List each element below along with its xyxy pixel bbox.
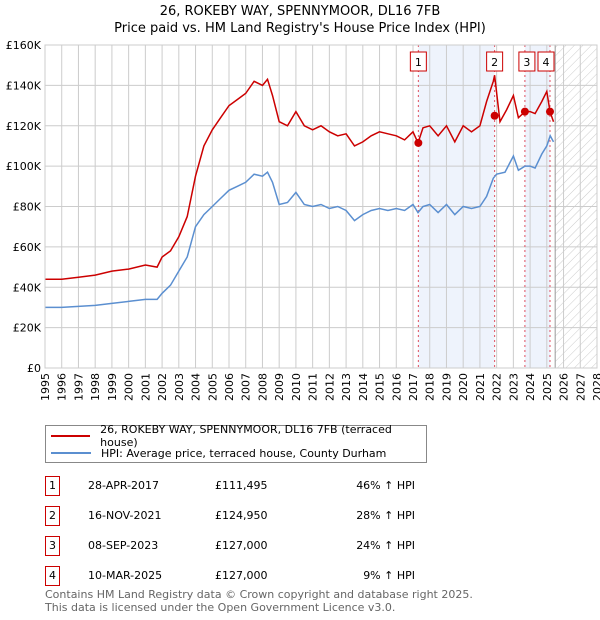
- x-tick-label: 2000: [123, 373, 136, 401]
- sale-label-box: [518, 51, 536, 72]
- sale-number: 1: [45, 476, 60, 496]
- sale-date: 08-SEP-2023: [88, 539, 159, 552]
- x-tick-label: 2028: [591, 373, 600, 401]
- sale-hpi-diff: 9% ↑ HPI: [363, 569, 415, 582]
- sale-label-box: [486, 51, 504, 72]
- x-tick-label: 2018: [424, 373, 437, 401]
- x-tick-label: 2002: [156, 373, 169, 401]
- chart-subtitle: Price paid vs. HM Land Registry's House …: [114, 21, 486, 36]
- sale-number: 4: [45, 566, 60, 586]
- y-tick-label: £0: [27, 362, 41, 375]
- x-tick-label: 2004: [190, 373, 203, 401]
- legend-label: 26, ROKEBY WAY, SPENNYMOOR, DL16 7FB (te…: [100, 423, 392, 449]
- blue-line-swatch: [51, 452, 91, 454]
- x-tick-label: 1998: [89, 373, 102, 401]
- sale-point: [545, 107, 554, 116]
- sale-price: £127,000: [215, 539, 268, 552]
- x-tick-label: 2019: [440, 373, 453, 401]
- sale-number: 3: [45, 536, 60, 556]
- sale-label: 3: [523, 56, 530, 69]
- sale-number: 2: [45, 506, 60, 526]
- sale-label: 4: [542, 56, 549, 69]
- y-tick-label: £140K: [6, 79, 42, 92]
- x-tick-label: 2011: [307, 373, 320, 401]
- sale-label: 1: [415, 56, 422, 69]
- x-tick-label: 2010: [290, 373, 303, 401]
- sale-row: 2 16-NOV-2021 £124,950 28% ↑ HPI: [45, 506, 465, 526]
- x-tick-label: 2022: [491, 373, 504, 401]
- sale-hpi-diff: 24% ↑ HPI: [356, 539, 415, 552]
- sale-row: 3 08-SEP-2023 £127,000 24% ↑ HPI: [45, 536, 465, 556]
- plot-frame: [44, 44, 598, 369]
- sale-point: [414, 138, 423, 147]
- x-tick-label: 2005: [206, 373, 219, 401]
- sale-date: 16-NOV-2021: [88, 509, 162, 522]
- x-tick-label: 1997: [72, 373, 85, 401]
- y-tick-label: £60K: [13, 241, 42, 254]
- sale-date: 10-MAR-2025: [88, 569, 163, 582]
- x-tick-label: 2017: [407, 373, 420, 401]
- sale-date: 28-APR-2017: [88, 479, 160, 492]
- x-tick-label: 1995: [39, 373, 52, 401]
- red-line-swatch: [51, 435, 91, 437]
- price-chart: 1995 1996 1997 1998 1999 2000 2001 2002 2003 2004…: [6, 39, 600, 401]
- x-tick-label: 2006: [223, 373, 236, 401]
- x-tick-label: 2008: [256, 373, 269, 401]
- x-tick-label: 2001: [139, 373, 152, 401]
- x-tick-label: 2012: [323, 373, 336, 401]
- sale-price: £124,950: [215, 509, 268, 522]
- x-tick-label: 2023: [507, 373, 520, 401]
- legend-item-property: 26, ROKEBY WAY, SPENNYMOOR, DL16 7FB (te…: [51, 423, 426, 449]
- sale-price: £111,495: [215, 479, 268, 492]
- y-tick-label: £100K: [6, 160, 42, 173]
- sale-row: 1 28-APR-2017 £111,495 46% ↑ HPI: [45, 476, 465, 496]
- footer-line: Contains HM Land Registry data © Crown c…: [45, 588, 473, 601]
- x-tick-label: 2013: [340, 373, 353, 401]
- sale-point: [490, 111, 499, 120]
- x-tick-label: 1996: [56, 373, 69, 401]
- sale-point: [520, 107, 529, 116]
- legend-item-hpi: HPI: Average price, terraced house, Coun…: [51, 445, 386, 461]
- legend: 26, ROKEBY WAY, SPENNYMOOR, DL16 7FB (te…: [45, 423, 427, 463]
- sale-label: 2: [491, 56, 498, 69]
- sale-label-box: [537, 51, 555, 72]
- x-tick-label: 2015: [374, 373, 387, 401]
- y-tick-label: £40K: [13, 281, 42, 294]
- x-tick-label: 2014: [357, 373, 370, 401]
- legend-label: HPI: Average price, terraced house, Coun…: [101, 446, 387, 460]
- x-tick-label: 2024: [524, 373, 537, 401]
- y-tick-label: £80K: [13, 201, 42, 214]
- sale-hpi-diff: 28% ↑ HPI: [356, 509, 415, 522]
- x-tick-label: 2020: [457, 373, 470, 401]
- footer: Contains HM Land Registry data © Crown c…: [45, 588, 473, 614]
- x-tick-label: 2007: [240, 373, 253, 401]
- x-tick-label: 2025: [541, 373, 554, 401]
- y-tick-label: £20K: [13, 322, 42, 335]
- sale-label-box: [409, 51, 427, 72]
- x-tick-label: 2027: [574, 373, 587, 401]
- sale-hpi-diff: 46% ↑ HPI: [356, 479, 415, 492]
- sale-price: £127,000: [215, 569, 268, 582]
- price-paid-line: [45, 75, 555, 280]
- y-tick-label: £160K: [6, 39, 42, 52]
- x-tick-label: 2009: [273, 373, 286, 401]
- x-tick-label: 2003: [173, 373, 186, 401]
- x-tick-label: 2026: [558, 373, 571, 401]
- x-tick-label: 1999: [106, 373, 119, 401]
- y-tick-label: £120K: [6, 120, 42, 133]
- x-tick-label: 2021: [474, 373, 487, 401]
- chart-title: 26, ROKEBY WAY, SPENNYMOOR, DL16 7FB: [159, 4, 441, 19]
- footer-line: This data is licensed under the Open Gov…: [45, 601, 396, 614]
- sale-row: 4 10-MAR-2025 £127,000 9% ↑ HPI: [45, 566, 465, 586]
- hpi-line: [45, 133, 555, 309]
- x-tick-label: 2016: [390, 373, 403, 401]
